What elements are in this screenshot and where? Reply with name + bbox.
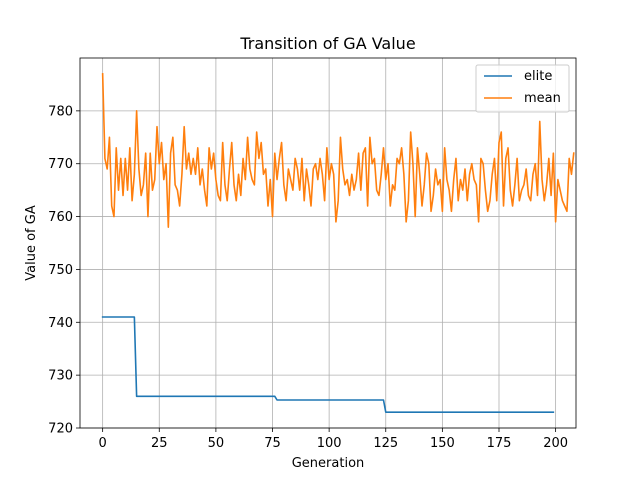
x-tick-label: 100 xyxy=(317,436,342,451)
x-tick-label: 75 xyxy=(264,436,281,451)
chart-title: Transition of GA Value xyxy=(239,34,415,53)
y-tick-label: 750 xyxy=(48,263,73,278)
x-axis-label: Generation xyxy=(292,456,365,471)
y-tick-label: 720 xyxy=(48,422,73,437)
y-tick-label: 730 xyxy=(48,369,73,384)
grid xyxy=(80,58,576,429)
series-layer xyxy=(101,73,575,413)
x-tick-label: 175 xyxy=(487,436,512,451)
y-tick-label: 760 xyxy=(48,210,73,225)
y-tick-label: 770 xyxy=(48,157,73,172)
x-tick-label: 200 xyxy=(543,436,568,451)
series-line-mean xyxy=(101,73,575,228)
legend-label-elite: elite xyxy=(524,69,552,84)
y-axis-label: Value of GA xyxy=(24,205,39,281)
x-tick-label: 150 xyxy=(430,436,455,451)
x-tick-label: 25 xyxy=(151,436,168,451)
x-tick-label: 0 xyxy=(99,436,107,451)
plot-frame xyxy=(79,57,577,429)
x-axis: 0 25 50 75 100 125 150 175 200 xyxy=(99,428,568,451)
y-tick-label: 740 xyxy=(48,316,73,331)
y-tick-label: 780 xyxy=(48,104,73,119)
legend-label-mean: mean xyxy=(524,91,561,106)
series-line-elite xyxy=(101,316,555,413)
x-tick-label: 50 xyxy=(208,436,225,451)
legend: elite mean xyxy=(475,64,570,113)
x-tick-label: 125 xyxy=(373,436,398,451)
y-axis: 720 730 740 750 760 770 780 xyxy=(48,104,80,437)
